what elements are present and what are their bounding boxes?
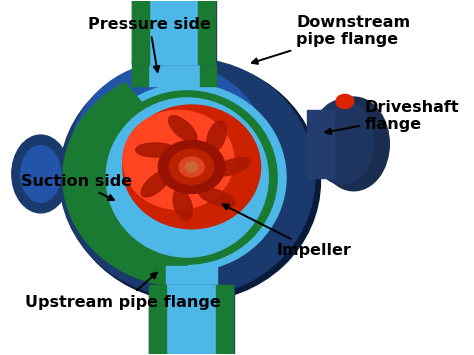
Text: Pressure side: Pressure side xyxy=(88,17,211,72)
Circle shape xyxy=(185,162,198,172)
FancyBboxPatch shape xyxy=(149,0,198,64)
Text: Upstream pipe flange: Upstream pipe flange xyxy=(25,273,221,310)
Ellipse shape xyxy=(173,189,192,220)
Polygon shape xyxy=(63,83,187,287)
FancyBboxPatch shape xyxy=(132,0,148,64)
Ellipse shape xyxy=(12,135,70,213)
Ellipse shape xyxy=(318,97,389,191)
Ellipse shape xyxy=(213,158,250,176)
Ellipse shape xyxy=(123,110,234,209)
Ellipse shape xyxy=(60,58,315,297)
FancyBboxPatch shape xyxy=(148,61,200,86)
FancyBboxPatch shape xyxy=(132,0,216,64)
FancyBboxPatch shape xyxy=(166,266,218,291)
Circle shape xyxy=(170,149,214,185)
FancyBboxPatch shape xyxy=(307,110,334,178)
Ellipse shape xyxy=(141,171,170,197)
Ellipse shape xyxy=(89,84,286,271)
Ellipse shape xyxy=(207,121,227,152)
Ellipse shape xyxy=(311,100,374,185)
Circle shape xyxy=(336,94,354,109)
FancyBboxPatch shape xyxy=(149,285,234,355)
Text: Driveshaft
flange: Driveshaft flange xyxy=(325,100,459,134)
FancyBboxPatch shape xyxy=(149,285,166,355)
Ellipse shape xyxy=(21,146,61,202)
Ellipse shape xyxy=(169,116,197,142)
Ellipse shape xyxy=(70,62,269,257)
FancyBboxPatch shape xyxy=(132,61,148,86)
Text: Suction side: Suction side xyxy=(21,174,132,200)
FancyBboxPatch shape xyxy=(216,285,233,355)
Ellipse shape xyxy=(136,143,176,157)
Ellipse shape xyxy=(97,91,277,264)
FancyBboxPatch shape xyxy=(198,0,215,64)
Ellipse shape xyxy=(198,188,235,207)
Text: Impeller: Impeller xyxy=(223,204,351,258)
Ellipse shape xyxy=(63,61,320,301)
Text: Downstream
pipe flange: Downstream pipe flange xyxy=(252,15,410,64)
FancyBboxPatch shape xyxy=(200,61,216,86)
Circle shape xyxy=(158,140,225,193)
Ellipse shape xyxy=(123,105,261,229)
Ellipse shape xyxy=(106,98,268,257)
FancyBboxPatch shape xyxy=(167,285,216,355)
Circle shape xyxy=(179,157,204,177)
